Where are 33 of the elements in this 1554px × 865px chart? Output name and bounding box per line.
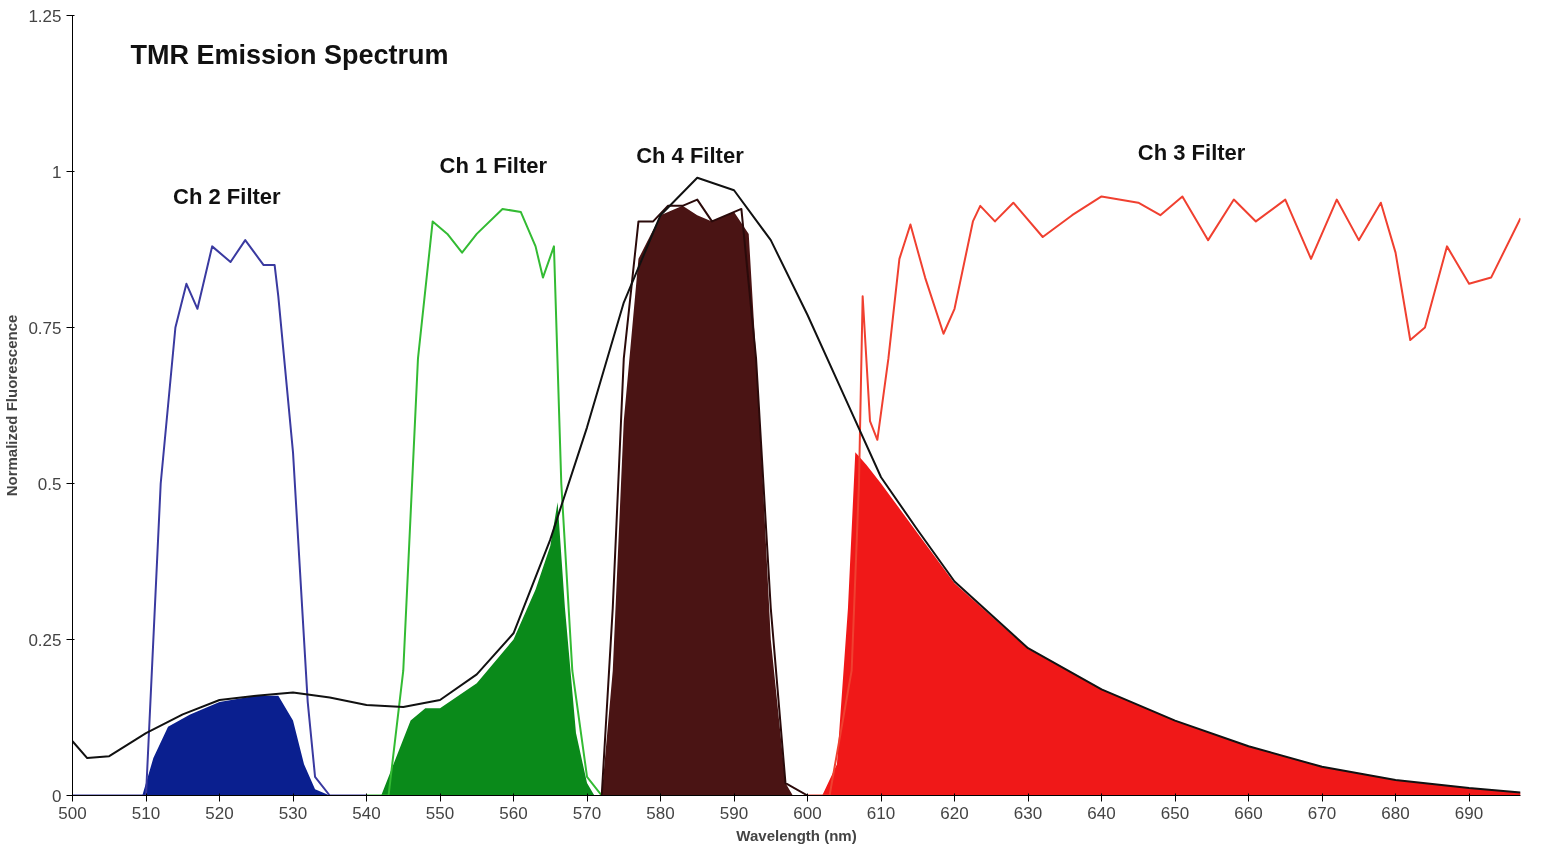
x-tick-label: 660 (1234, 803, 1263, 823)
x-tick-label: 630 (1013, 803, 1043, 823)
x-tick-label: 580 (646, 803, 675, 823)
y-axis-title: Normalized Fluorescence (3, 314, 21, 497)
y-tick-label: 0 (52, 786, 62, 806)
x-tick-label: 550 (425, 803, 455, 823)
x-tick-label: 650 (1160, 803, 1190, 823)
x-tick-label: 590 (719, 803, 749, 823)
y-tick-label: 0.5 (37, 474, 62, 494)
x-tick-label: 670 (1307, 803, 1337, 823)
series-label: Ch 4 Filter (636, 143, 745, 169)
y-tick-label: 0.75 (28, 318, 62, 338)
x-tick-label: 560 (499, 803, 528, 823)
x-tick-label: 640 (1087, 803, 1116, 823)
x-tick-label: 610 (866, 803, 896, 823)
text: Ch 2 Filter (173, 183, 282, 209)
x-tick-label: 680 (1381, 803, 1410, 823)
series-label: Ch 3 Filter (1137, 140, 1246, 166)
x-tick-label: 620 (940, 803, 969, 823)
x-tick-label: 600 (793, 803, 822, 823)
x-tick-label: 520 (205, 803, 234, 823)
y-tick-label: 1.25 (28, 6, 62, 26)
x-tick-label: 530 (278, 803, 308, 823)
y-tick-label: 1 (52, 162, 62, 182)
x-tick-label: 500 (58, 803, 87, 823)
y-tick-label: 0.25 (28, 630, 62, 650)
series-label: Ch 1 Filter (439, 152, 548, 178)
x-tick-label: 510 (131, 803, 161, 823)
x-tick-label: 540 (352, 803, 381, 823)
x-tick-label: 690 (1454, 803, 1484, 823)
x-tick-label: 570 (572, 803, 602, 823)
x-axis-title: Wavelength (nm) (736, 826, 857, 844)
text: TMR Emission Spectrum (130, 39, 449, 70)
